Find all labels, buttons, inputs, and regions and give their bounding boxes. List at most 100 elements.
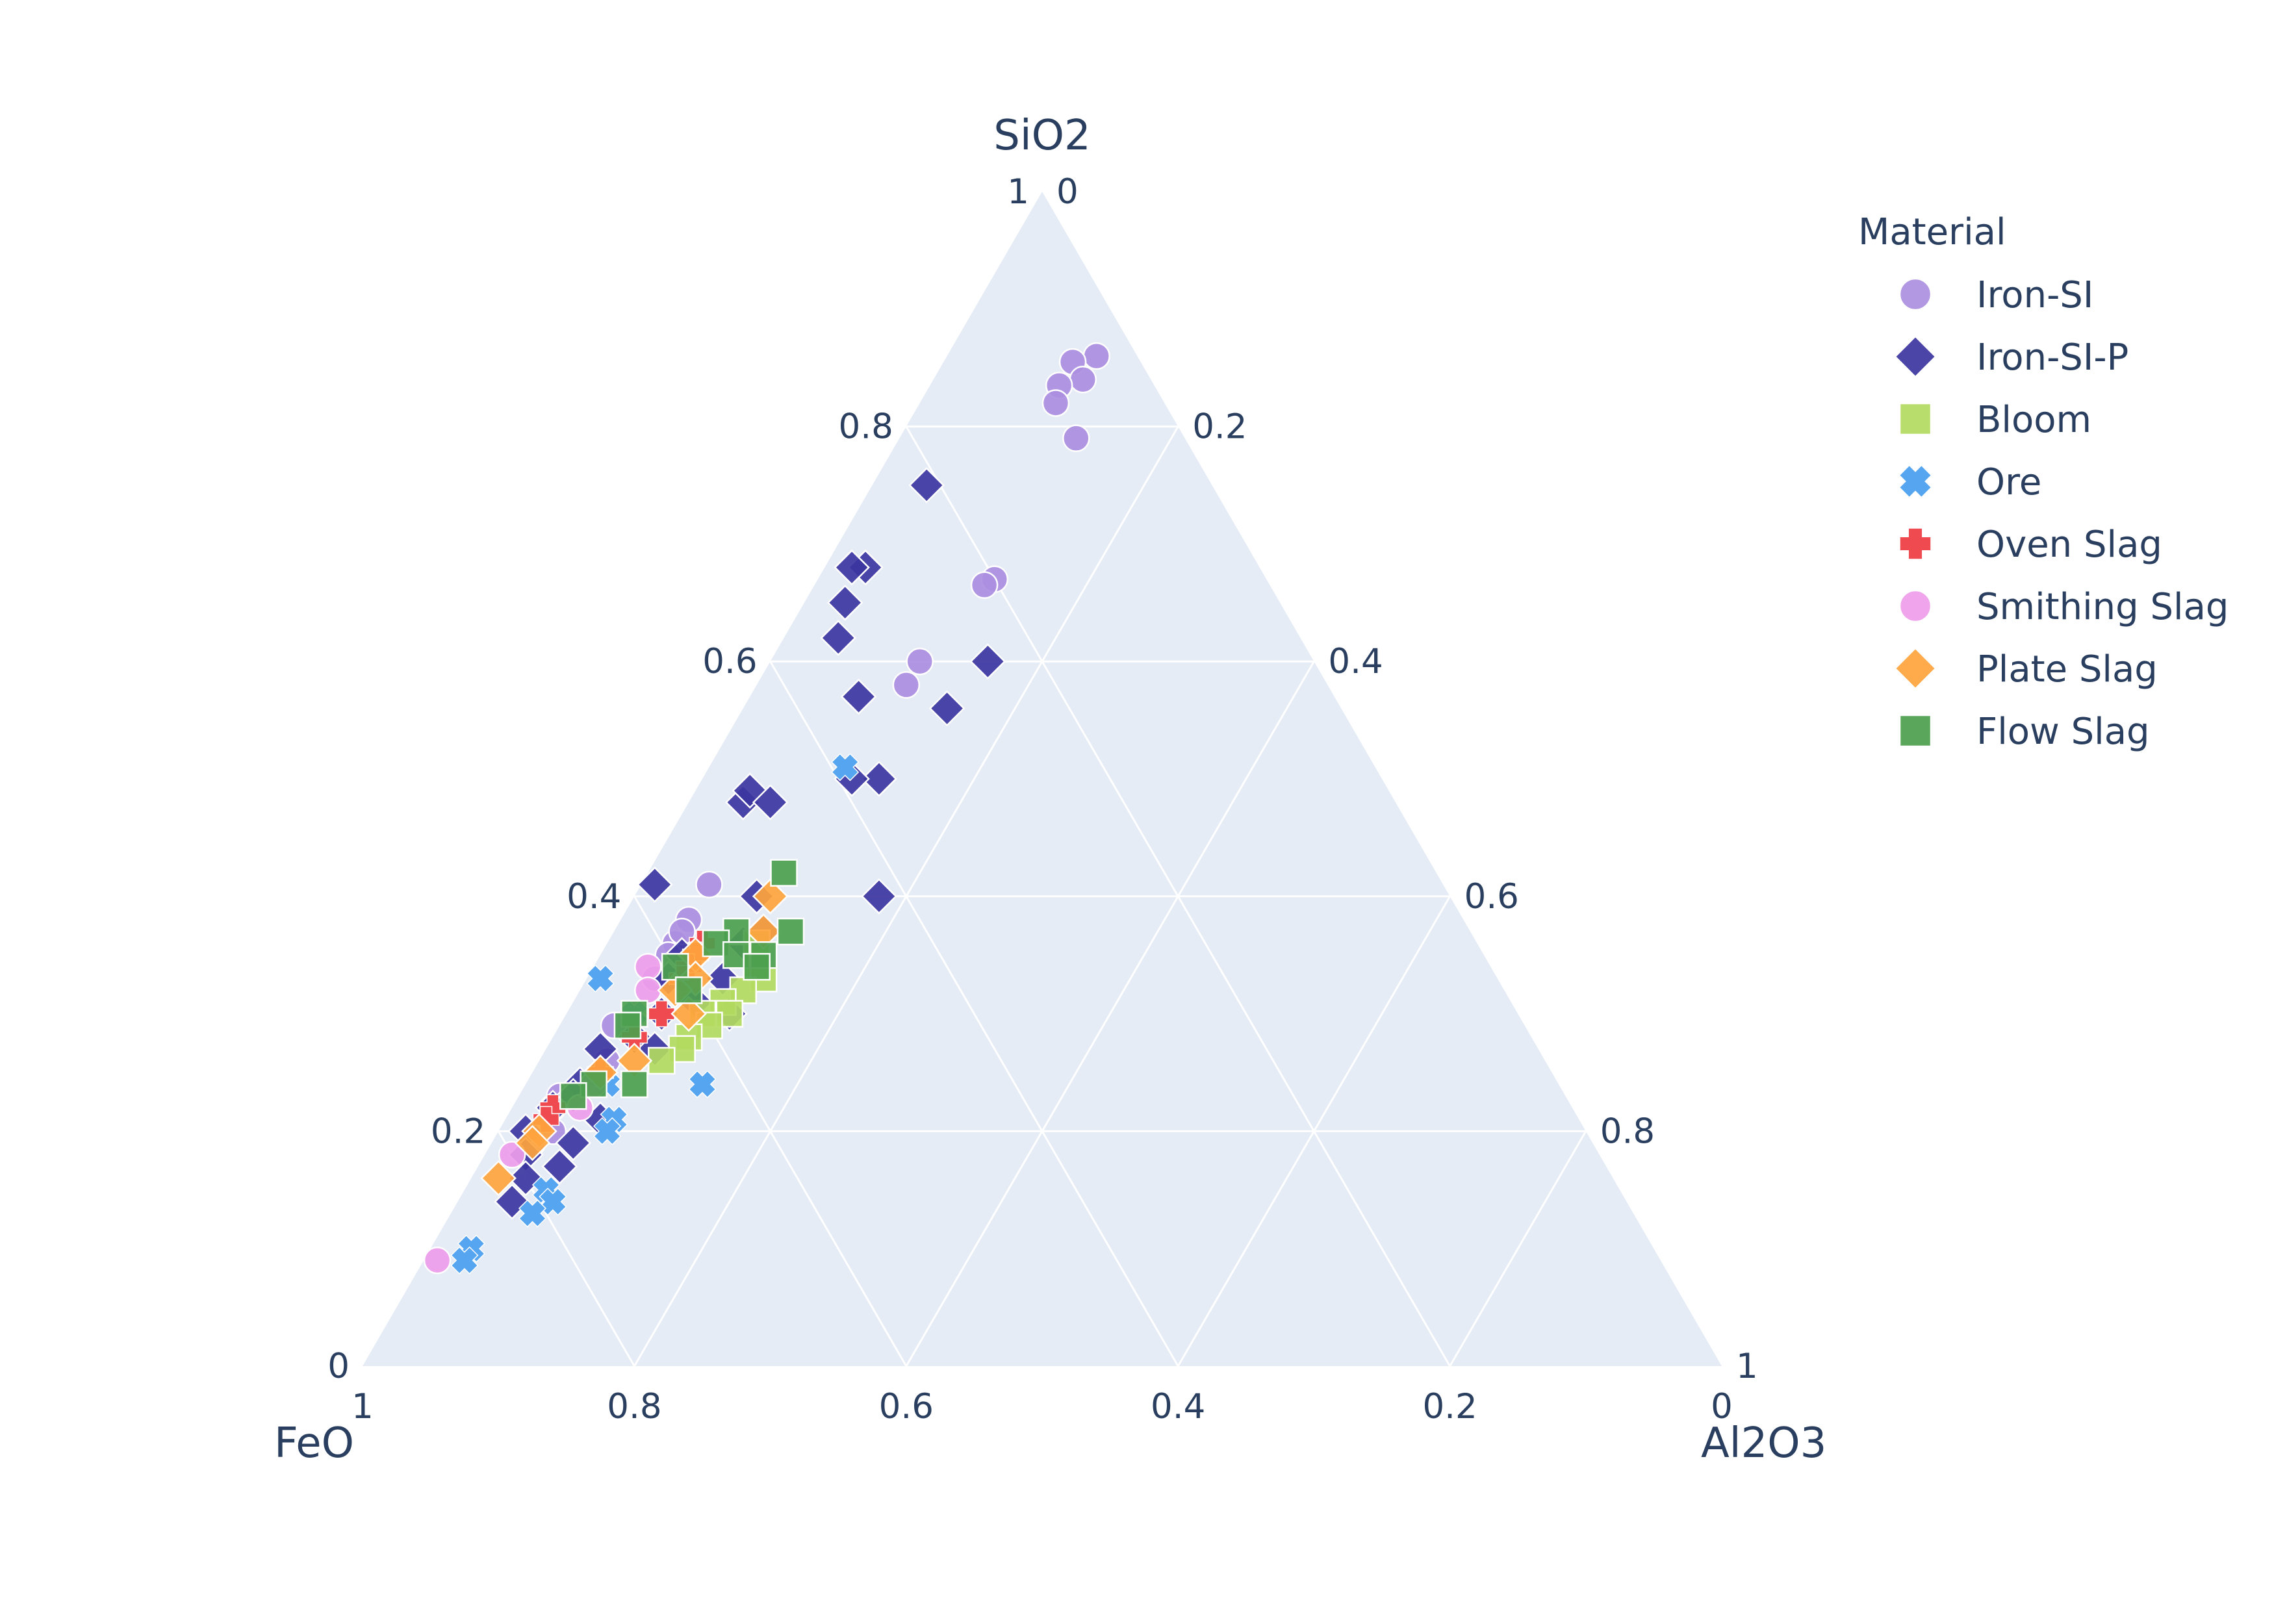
point-flow-slag bbox=[743, 953, 771, 981]
point-plate-slag bbox=[752, 878, 789, 915]
axis-ticks: 00.20.40.60.810.20.40.60.81 000.20.40.60.… bbox=[327, 172, 1757, 1427]
axis-title-feo: FeO bbox=[274, 1419, 354, 1467]
point-flow-slag bbox=[559, 1082, 587, 1110]
ternary-background bbox=[363, 192, 1722, 1366]
point-iron-si-p bbox=[820, 620, 856, 656]
tick-label-al2o3: 0.6 bbox=[1464, 877, 1519, 917]
legend-label-plate-slag: Plate Slag bbox=[1976, 648, 2158, 691]
point-iron-si bbox=[892, 671, 921, 699]
axis-title-sio2: SiO2 bbox=[993, 112, 1091, 160]
tick-label-feo: 0 bbox=[1711, 1387, 1733, 1427]
point-ore bbox=[831, 753, 860, 781]
point-iron-si-p bbox=[861, 761, 897, 797]
point-plate-slag bbox=[514, 1124, 551, 1161]
point-iron-si bbox=[1082, 342, 1110, 370]
point-smithing-slag bbox=[634, 976, 662, 1004]
point-iron-si-p bbox=[928, 690, 965, 727]
tick-label-sio2: 0.4 bbox=[567, 877, 621, 917]
legend-item-ore: Ore bbox=[1898, 461, 2041, 503]
tick-label-al2o3: 0 bbox=[1056, 172, 1079, 212]
legend-marker-plate-slag bbox=[1894, 647, 1937, 690]
legend-marker-smithing-slag bbox=[1898, 589, 1932, 623]
point-ore bbox=[593, 1117, 622, 1145]
point-iron-si-p bbox=[541, 1148, 578, 1185]
legend: Material Iron-SI Iron-SI-P Bloom Ore Oven Sl… bbox=[1858, 211, 2229, 753]
tick-label-feo: 0.2 bbox=[1422, 1387, 1477, 1427]
legend-label-iron-si-p: Iron-SI-P bbox=[1976, 336, 2128, 379]
tick-label-al2o3: 0.2 bbox=[1192, 407, 1247, 447]
point-plate-slag bbox=[671, 995, 707, 1032]
legend-label-bloom: Bloom bbox=[1976, 399, 2091, 441]
point-oven-slag bbox=[648, 1000, 675, 1028]
gridline-al2o3 bbox=[1449, 1130, 1587, 1367]
legend-marker-iron-si bbox=[1898, 277, 1932, 311]
gridline-al2o3 bbox=[1177, 896, 1451, 1367]
point-bloom bbox=[647, 1047, 676, 1075]
legend-item-iron-si-p: Iron-SI-P bbox=[1894, 335, 2128, 379]
legend-label-flow-slag: Flow Slag bbox=[1976, 711, 2150, 753]
point-iron-si-p bbox=[637, 866, 673, 903]
tick-label-feo: 0.6 bbox=[879, 1387, 934, 1427]
tick-label-sio2: 1 bbox=[1007, 172, 1029, 212]
legend-item-iron-si: Iron-SI bbox=[1898, 274, 2093, 316]
point-iron-si-p bbox=[834, 549, 870, 586]
tick-label-feo: 0.8 bbox=[607, 1387, 661, 1427]
legend-item-flow-slag: Flow Slag bbox=[1898, 711, 2150, 753]
point-iron-si bbox=[695, 870, 723, 898]
legend-title: Material bbox=[1858, 211, 2006, 253]
legend-marker-oven-slag bbox=[1899, 527, 1932, 560]
data-points bbox=[423, 342, 1110, 1275]
legend-marker-iron-si-p bbox=[1894, 335, 1937, 378]
point-plate-slag bbox=[480, 1160, 517, 1197]
tick-label-al2o3: 0.4 bbox=[1328, 642, 1383, 681]
point-ore bbox=[586, 964, 615, 993]
point-flow-slag bbox=[674, 976, 703, 1004]
tick-label-sio2: 0.8 bbox=[839, 407, 893, 447]
point-iron-si-p bbox=[861, 878, 897, 915]
legend-marker-bloom bbox=[1898, 402, 1932, 436]
tick-label-sio2: 0 bbox=[327, 1347, 350, 1386]
tick-label-feo: 0.4 bbox=[1151, 1387, 1205, 1427]
point-flow-slag bbox=[661, 953, 689, 981]
point-iron-si bbox=[1069, 366, 1097, 394]
legend-items: Iron-SI Iron-SI-P Bloom Ore Oven Slag Smithin… bbox=[1894, 274, 2229, 753]
point-iron-si-p bbox=[840, 678, 877, 715]
tick-label-sio2: 0.2 bbox=[431, 1111, 485, 1151]
point-iron-si bbox=[970, 571, 999, 599]
point-iron-si-p bbox=[555, 1124, 592, 1161]
point-iron-si bbox=[1062, 424, 1090, 452]
tick-label-sio2: 0.6 bbox=[702, 642, 757, 681]
point-smithing-slag bbox=[423, 1247, 452, 1275]
tick-label-al2o3: 1 bbox=[1736, 1347, 1758, 1386]
point-smithing-slag bbox=[498, 1141, 526, 1169]
point-smithing-slag bbox=[634, 953, 662, 981]
point-iron-si-p bbox=[908, 467, 945, 503]
legend-label-smithing-slag: Smithing Slag bbox=[1976, 586, 2229, 628]
point-flow-slag bbox=[770, 859, 798, 887]
legend-item-plate-slag: Plate Slag bbox=[1894, 647, 2158, 691]
gridline-al2o3 bbox=[905, 661, 1315, 1367]
point-flow-slag bbox=[620, 1070, 648, 1098]
point-iron-si bbox=[1041, 389, 1070, 417]
point-iron-si-p bbox=[969, 643, 1006, 679]
axis-title-al2o3: Al2O3 bbox=[1701, 1419, 1826, 1467]
legend-marker-flow-slag bbox=[1898, 714, 1932, 748]
legend-label-ore: Ore bbox=[1976, 461, 2041, 503]
legend-label-oven-slag: Oven Slag bbox=[1976, 524, 2162, 566]
point-ore bbox=[450, 1246, 479, 1275]
point-iron-si bbox=[906, 647, 934, 676]
legend-item-smithing-slag: Smithing Slag bbox=[1898, 586, 2229, 628]
point-flow-slag bbox=[776, 917, 805, 946]
tick-label-feo: 1 bbox=[351, 1387, 374, 1427]
point-ore bbox=[688, 1070, 717, 1098]
point-ore bbox=[518, 1199, 547, 1228]
legend-item-oven-slag: Oven Slag bbox=[1899, 524, 2162, 566]
tick-label-al2o3: 0.8 bbox=[1600, 1111, 1655, 1151]
point-iron-si-p bbox=[752, 784, 789, 820]
legend-item-bloom: Bloom bbox=[1898, 399, 2091, 441]
point-flow-slag bbox=[613, 1011, 642, 1039]
legend-label-iron-si: Iron-SI bbox=[1976, 274, 2093, 316]
legend-marker-ore bbox=[1898, 464, 1932, 498]
point-iron-si-p bbox=[826, 585, 863, 621]
